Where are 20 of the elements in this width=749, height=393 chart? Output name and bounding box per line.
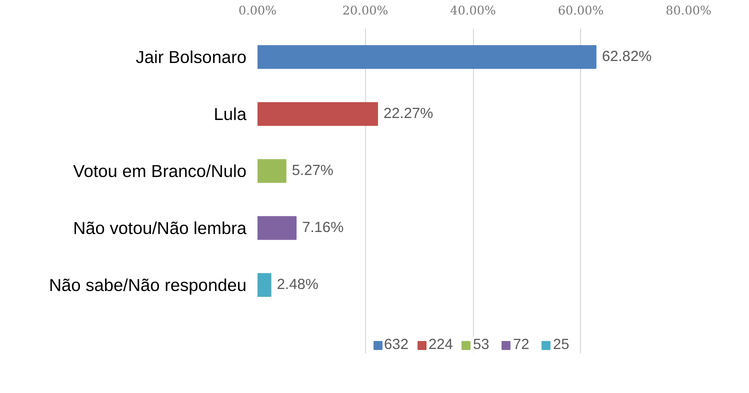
y-tick-label: Não sabe/Não respondeu xyxy=(49,275,247,295)
x-tick-label: 0.00% xyxy=(238,4,277,18)
x-tick-label: 40.00% xyxy=(450,4,496,18)
y-tick-label: Votou em Branco/Nulo xyxy=(73,161,247,181)
legend-label: 25 xyxy=(552,337,570,353)
x-tick-label: 60.00% xyxy=(558,4,604,18)
x-tick-label: 80.00% xyxy=(666,4,712,18)
y-tick-label: Jair Bolsonaro xyxy=(136,47,247,67)
data-label: 62.82% xyxy=(602,49,652,65)
legend-label: 224 xyxy=(428,337,453,353)
legend-label: 53 xyxy=(472,337,490,353)
legend-label: 632 xyxy=(384,337,408,353)
data-label: 2.48% xyxy=(276,277,318,293)
y-tick-label: Não votou/Não lembra xyxy=(73,218,247,238)
data-label: 22.27% xyxy=(383,106,434,122)
data-label: 7.16% xyxy=(302,220,344,236)
x-tick-label: 20.00% xyxy=(342,4,388,18)
data-label: 5.27% xyxy=(292,163,334,179)
legend-label: 72 xyxy=(512,337,530,353)
y-tick-label: Lula xyxy=(214,104,247,124)
